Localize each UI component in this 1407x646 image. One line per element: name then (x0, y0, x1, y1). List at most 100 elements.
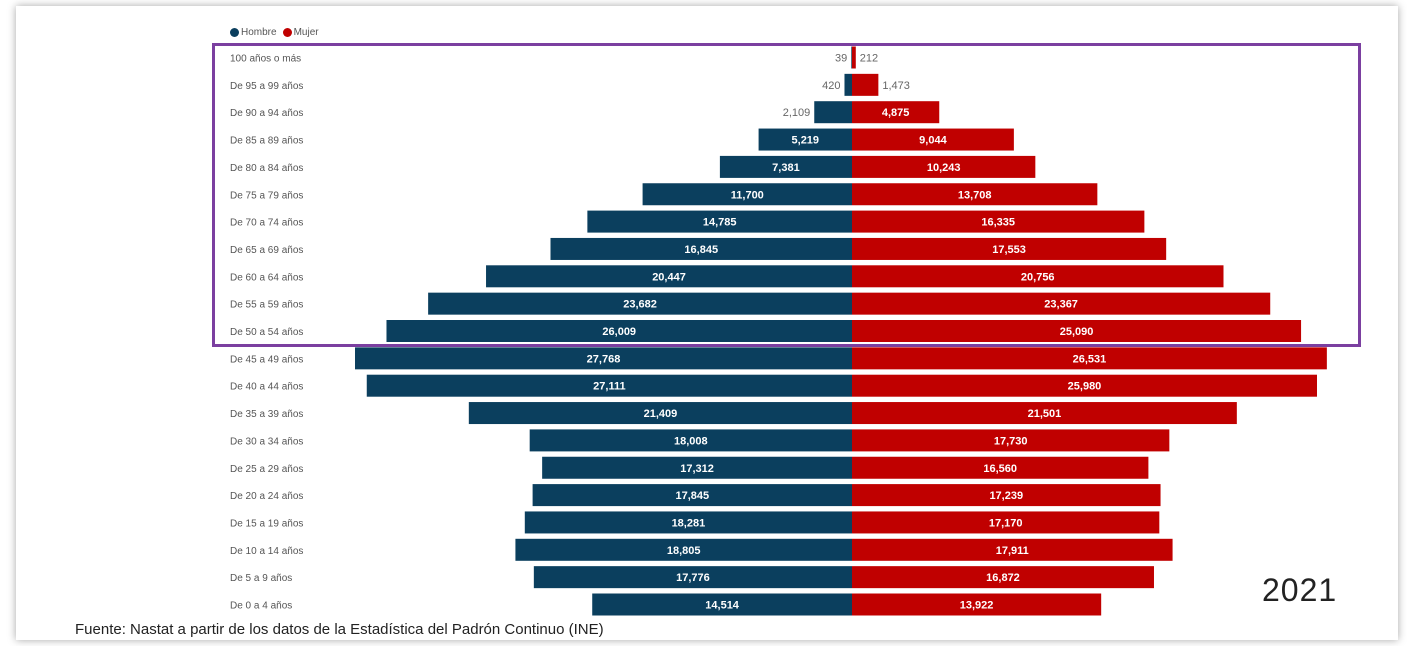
bar-mujer (852, 101, 940, 124)
value-label-mujer: 21,501 (1028, 408, 1062, 420)
legend-label-male: Hombre (241, 27, 277, 38)
category-label: De 60 a 64 años (230, 272, 303, 283)
category-label: De 70 a 74 años (230, 218, 303, 229)
category-label: 100 años o más (230, 54, 301, 65)
value-label-mujer: 13,922 (960, 600, 994, 612)
bar-mujer (852, 347, 1327, 370)
category-label: De 40 a 44 años (230, 382, 303, 393)
bar-hombre (814, 101, 852, 124)
value-label-hombre: 2,109 (783, 107, 811, 119)
value-label-hombre: 17,312 (680, 463, 714, 475)
bar-mujer (852, 73, 879, 96)
value-label-hombre: 420 (822, 80, 840, 92)
bar-mujer (852, 265, 1224, 288)
bar-hombre (592, 593, 852, 616)
category-label: De 10 a 14 años (230, 546, 303, 557)
bar-mujer (852, 320, 1302, 342)
value-label-mujer: 17,911 (996, 545, 1029, 557)
category-label: De 45 a 49 años (230, 354, 303, 365)
category-label: De 15 a 19 años (230, 518, 303, 529)
bar-hombre (366, 374, 852, 397)
category-label: De 95 a 99 años (230, 81, 303, 92)
category-label: De 5 a 9 años (230, 573, 292, 584)
value-label-hombre: 21,409 (644, 408, 678, 420)
value-label-hombre: 39 (835, 53, 847, 65)
bar-hombre (468, 402, 852, 425)
value-label-mujer: 17,170 (989, 517, 1023, 529)
bar-mujer (852, 210, 1145, 233)
value-label-hombre: 26,009 (602, 326, 636, 338)
value-label-mujer: 1,473 (882, 80, 910, 92)
bar-mujer (852, 46, 856, 69)
category-label: De 85 a 89 años (230, 136, 303, 147)
bar-hombre (486, 265, 852, 288)
value-label-hombre: 14,785 (703, 217, 737, 229)
bar-mujer (852, 538, 1173, 561)
bar-hombre (587, 210, 852, 233)
category-label: De 65 a 69 años (230, 245, 303, 256)
value-label-hombre: 11,700 (731, 189, 764, 201)
value-label-mujer: 4,875 (882, 107, 910, 119)
year-label: 2021 (1262, 572, 1338, 608)
bar-hombre (532, 484, 852, 507)
value-label-hombre: 14,514 (705, 600, 740, 612)
bar-hombre (642, 183, 852, 206)
category-label: De 0 a 4 años (230, 601, 292, 612)
category-label: De 25 a 29 años (230, 464, 303, 475)
value-label-mujer: 25,980 (1068, 381, 1102, 393)
legend-label-female: Mujer (293, 27, 319, 38)
bar-mujer (852, 128, 1014, 151)
bar-hombre (542, 456, 852, 479)
value-label-mujer: 20,756 (1021, 271, 1055, 283)
category-label: De 30 a 34 años (230, 436, 303, 447)
category-label: De 50 a 54 años (230, 327, 303, 338)
legend-dot-male (230, 28, 239, 37)
bar-mujer (852, 237, 1167, 260)
bar-mujer (852, 402, 1237, 425)
category-label: De 20 a 24 años (230, 491, 303, 502)
value-label-mujer: 9,044 (919, 135, 947, 147)
bar-hombre (550, 237, 852, 260)
value-label-mujer: 17,239 (989, 490, 1023, 502)
value-label-hombre: 18,008 (674, 435, 708, 447)
value-label-hombre: 5,219 (792, 135, 820, 147)
bar-hombre (355, 347, 852, 370)
bar-mujer (852, 183, 1098, 206)
category-label: De 90 a 94 años (230, 108, 303, 119)
value-label-mujer: 23,367 (1044, 299, 1078, 311)
bar-hombre (844, 73, 852, 96)
bar-hombre (851, 46, 853, 69)
value-label-mujer: 212 (860, 53, 878, 65)
value-label-mujer: 13,708 (958, 189, 992, 201)
category-label: De 75 a 79 años (230, 190, 303, 201)
bar-hombre (428, 292, 852, 315)
value-label-hombre: 20,447 (652, 271, 686, 283)
bar-hombre (533, 566, 852, 589)
value-label-mujer: 16,560 (983, 463, 1017, 475)
bar-hombre (515, 538, 852, 561)
legend-item-female: Mujer (282, 27, 319, 38)
value-label-mujer: 26,531 (1073, 353, 1107, 365)
bar-mujer (852, 374, 1317, 397)
bar-mujer (852, 429, 1170, 452)
category-label: De 35 a 39 años (230, 409, 303, 420)
value-label-hombre: 17,845 (675, 490, 709, 502)
value-label-mujer: 10,243 (927, 162, 961, 174)
bar-mujer (852, 292, 1271, 315)
bar-hombre (719, 155, 852, 178)
source-note: Fuente: Nastat a partir de los datos de … (75, 621, 604, 638)
bar-mujer (852, 566, 1154, 589)
legend-item-male: Hombre (230, 27, 277, 38)
legend: Hombre Mujer (230, 27, 319, 38)
bar-mujer (852, 456, 1149, 479)
bar-mujer (852, 484, 1161, 507)
value-label-hombre: 27,768 (587, 353, 621, 365)
value-label-mujer: 17,730 (994, 435, 1028, 447)
value-label-hombre: 16,845 (684, 244, 718, 256)
value-label-hombre: 18,805 (667, 545, 701, 557)
bar-hombre (529, 429, 852, 452)
bar-hombre (524, 511, 852, 534)
bar-mujer (852, 511, 1160, 534)
value-label-hombre: 23,682 (623, 299, 657, 311)
